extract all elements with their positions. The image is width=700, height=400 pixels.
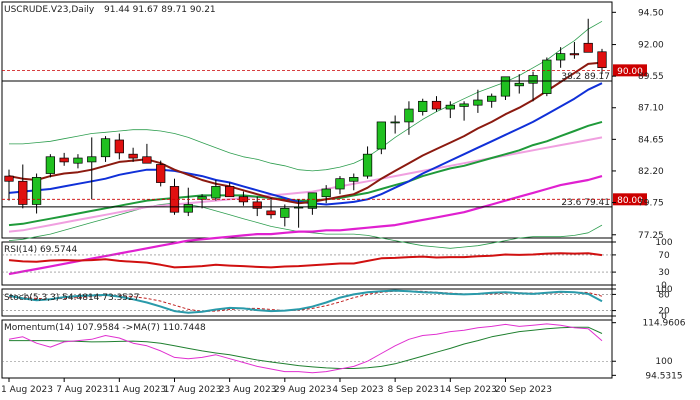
candle-bullish xyxy=(73,157,83,164)
sma-pink-line xyxy=(8,136,603,233)
indicator-tick-label: 0 xyxy=(661,312,667,322)
candle-bullish xyxy=(376,121,386,150)
date-tick-label: 17 Aug 2023 xyxy=(164,385,222,395)
stoch-label: Stoch(5,3,3) 54.4814 73.3527 xyxy=(4,293,139,303)
date-tick-label: 11 Aug 2023 xyxy=(108,385,166,395)
candle-bullish xyxy=(362,153,373,177)
momentum-label: Momentum(14) 107.9584 ->MA(7) 110.7448 xyxy=(4,323,206,333)
indicator-tick-label: 100 xyxy=(655,285,672,295)
price-tick-label: 84.65 xyxy=(638,135,664,145)
sma-green-line xyxy=(8,120,603,227)
indicator-tick-label: 94.5315 xyxy=(645,371,682,381)
date-tick-label: 8 Sep 2023 xyxy=(387,385,438,395)
candle-bearish xyxy=(59,157,69,163)
date-tick-label: 14 Sep 2023 xyxy=(440,385,497,395)
candle-bearish xyxy=(431,100,442,110)
candle-bullish xyxy=(528,75,538,84)
candle-bullish xyxy=(542,59,552,94)
candle-bullish xyxy=(349,177,359,182)
date-tick-label: 7 Aug 2023 xyxy=(56,385,108,395)
candle-bearish xyxy=(569,53,580,56)
price-tag-box xyxy=(613,64,647,77)
rsi-label: RSI(14) 69.5744 xyxy=(4,245,77,255)
candle-bearish xyxy=(18,180,28,205)
candle-bullish xyxy=(556,53,566,61)
candle-bullish xyxy=(211,186,221,199)
momentum-pane: 114.9606 100 94.5315 xyxy=(2,319,686,381)
price-tick-label: 77.25 xyxy=(638,231,664,241)
candle-bullish xyxy=(100,138,111,158)
ema-dark-red-line xyxy=(8,61,603,205)
symbol-label: USCRUDE.V23,Daily xyxy=(4,5,95,15)
panel-frames xyxy=(1,1,613,379)
candle-bullish xyxy=(183,204,193,213)
momentum-ma-line xyxy=(9,326,603,369)
sma-magenta-line xyxy=(8,175,603,276)
candle-bearish xyxy=(128,153,138,159)
indicator-tick-label: 20 xyxy=(658,307,670,317)
price-tag-box xyxy=(613,193,647,206)
candle-bullish xyxy=(445,104,455,110)
price-tick-label: 92.00 xyxy=(638,41,664,51)
candle-bearish xyxy=(597,51,607,68)
price-tick-label: 79.75 xyxy=(638,199,664,209)
ohlc-label: 91.44 91.67 89.71 90.21 xyxy=(104,5,216,15)
date-tick-label: 29 Aug 2023 xyxy=(274,385,332,395)
price-levels: 38.2 89.17 23.6 79.41 90.00 80.00 xyxy=(2,64,647,208)
indicator-tick-label: 100 xyxy=(655,238,672,248)
date-tick-label: 20 Sep 2023 xyxy=(495,385,552,395)
candle-bullish xyxy=(31,177,42,205)
candle-bullish xyxy=(307,192,318,209)
price-tick-label: 87.10 xyxy=(638,104,664,114)
fib-level-label: 23.6 79.41 xyxy=(561,198,610,208)
price-tick-label: 82.20 xyxy=(638,167,664,177)
fib-level-label: 38.2 89.17 xyxy=(561,72,610,82)
indicator-tick-label: 0 xyxy=(661,281,667,291)
candle-bullish xyxy=(459,103,469,107)
candle-bullish xyxy=(418,100,428,112)
date-tick-label: 1 Aug 2023 xyxy=(1,385,53,395)
price-tag-label: 80.00 xyxy=(617,196,643,206)
price-tick-label: 89.55 xyxy=(638,72,664,82)
candle-bearish xyxy=(252,201,262,209)
candle-bullish xyxy=(335,178,345,190)
stoch-k-line xyxy=(8,289,603,314)
candle-bullish xyxy=(321,188,331,198)
candle-bullish xyxy=(280,207,290,218)
date-tick-label: 4 Sep 2023 xyxy=(332,385,383,395)
indicator-tick-label: 100 xyxy=(655,357,672,367)
indicator-tick-label: 114.9606 xyxy=(643,319,686,329)
candle-bearish xyxy=(142,156,152,164)
candle-bearish xyxy=(114,139,124,154)
candle-bullish xyxy=(45,156,55,174)
date-tick-label: 23 Aug 2023 xyxy=(219,385,277,395)
indicator-tick-label: 70 xyxy=(658,251,670,261)
candle-bullish xyxy=(390,121,400,124)
candle-bullish xyxy=(514,82,524,87)
indicator-tick-label: 80 xyxy=(658,290,670,300)
candle-bearish xyxy=(4,175,14,182)
price-tag-label: 90.00 xyxy=(617,67,643,77)
price-tick-label: 94.50 xyxy=(638,8,664,18)
momentum-line xyxy=(8,323,603,374)
rsi-pane: 100 70 30 0 xyxy=(2,238,673,291)
candle-bullish xyxy=(500,76,511,97)
candle-bearish xyxy=(583,42,593,53)
candle-bearish xyxy=(156,164,166,183)
candle-bearish xyxy=(266,210,276,216)
candle-bearish xyxy=(225,186,235,198)
candle-bullish xyxy=(473,99,483,106)
indicator-tick-label: 30 xyxy=(658,268,670,278)
candle-bullish xyxy=(487,95,497,102)
price-axis: 94.50 92.00 89.55 87.10 84.65 82.20 79.75 77.25 xyxy=(612,8,664,241)
candle-bullish xyxy=(404,108,414,123)
candle-bullish xyxy=(87,156,97,163)
rsi-line xyxy=(8,252,603,269)
